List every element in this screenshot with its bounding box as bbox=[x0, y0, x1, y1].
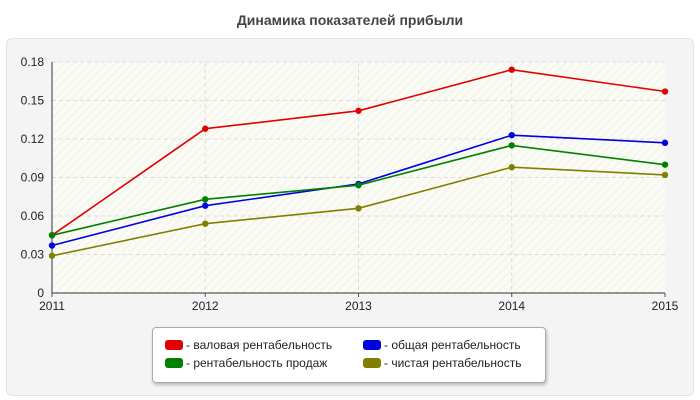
grid-lines bbox=[51, 61, 666, 297]
legend-label: - рентабельность продаж bbox=[186, 356, 328, 370]
x-tick-label: 2014 bbox=[498, 299, 525, 313]
data-point bbox=[661, 171, 669, 179]
data-point bbox=[508, 142, 515, 149]
legend-label: - валовая рентабельность bbox=[186, 338, 333, 352]
legend-item-sales: - рентабельность продаж bbox=[165, 355, 327, 371]
y-tick-label: 0.03 bbox=[21, 248, 45, 262]
data-point bbox=[661, 139, 669, 147]
chart-title: Динамика показателей прибыли bbox=[236, 12, 464, 28]
series-2 bbox=[48, 142, 669, 239]
legend-swatch bbox=[363, 357, 381, 368]
data-point bbox=[202, 196, 209, 203]
x-tick-label: 2012 bbox=[192, 299, 219, 313]
data-point bbox=[202, 125, 209, 132]
data-point bbox=[661, 88, 669, 95]
y-tick-label: 0.06 bbox=[21, 209, 45, 223]
y-tick-label: 0.12 bbox=[21, 132, 45, 146]
data-point bbox=[202, 220, 209, 227]
y-tick-labels: 0 0.03 0.06 0.09 0.12 0.15 0.18 bbox=[21, 55, 45, 300]
data-point bbox=[48, 252, 56, 259]
data-point bbox=[355, 107, 362, 114]
series-3 bbox=[48, 164, 669, 259]
data-point bbox=[508, 131, 515, 139]
data-point bbox=[48, 242, 56, 249]
legend-item-total: - общая рентабельность bbox=[363, 337, 521, 353]
data-point bbox=[508, 164, 515, 171]
data-point bbox=[508, 66, 515, 73]
y-tick-label: 0 bbox=[37, 286, 44, 300]
data-point bbox=[202, 202, 209, 209]
legend-swatch bbox=[165, 339, 183, 350]
y-tick-label: 0.09 bbox=[21, 171, 45, 185]
data-point bbox=[355, 182, 362, 189]
x-tick-label: 2015 bbox=[652, 299, 679, 313]
legend-label: - общая рентабельность bbox=[384, 338, 521, 352]
legend: - валовая рентабельность - общая рентабе… bbox=[152, 327, 546, 383]
series-group bbox=[48, 66, 669, 259]
x-tick-label: 2011 bbox=[39, 299, 65, 313]
data-point bbox=[48, 232, 56, 239]
x-tick-labels: 2011 2012 2013 2014 2015 bbox=[39, 299, 679, 313]
x-tick-label: 2013 bbox=[345, 299, 372, 313]
legend-swatch bbox=[165, 357, 183, 368]
legend-item-gross: - валовая рентабельность bbox=[165, 337, 332, 353]
y-tick-label: 0.18 bbox=[21, 55, 45, 69]
y-tick-label: 0.15 bbox=[21, 94, 45, 108]
legend-item-net: - чистая рентабельность bbox=[363, 355, 521, 371]
data-point bbox=[355, 205, 362, 212]
legend-label: - чистая рентабельность bbox=[384, 356, 522, 370]
data-point bbox=[661, 161, 669, 168]
legend-swatch bbox=[363, 339, 381, 350]
